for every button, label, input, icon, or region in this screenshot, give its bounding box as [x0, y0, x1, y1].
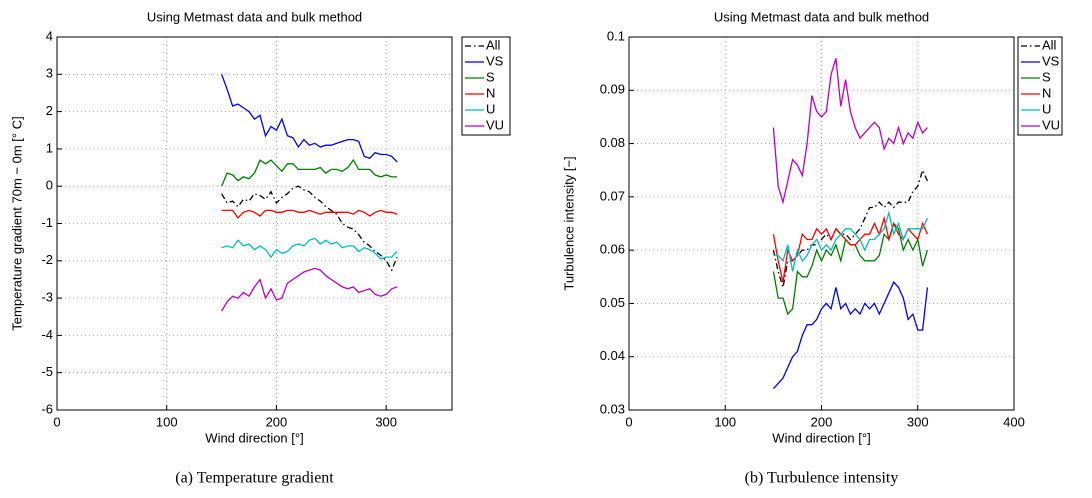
series-line	[772, 280, 929, 390]
y-tick-label: -1	[41, 215, 53, 230]
legend-label: VU	[1042, 117, 1060, 132]
x-axis-label: Wind direction [°]	[772, 430, 870, 445]
y-tick-label: -2	[41, 252, 53, 267]
y-tick-label: 4	[46, 28, 53, 43]
x-tick-label: 300	[907, 414, 929, 429]
legend-label: VU	[486, 117, 504, 132]
legend-label: VS	[486, 53, 504, 68]
chart-title: Using Metmast data and bulk method	[147, 9, 362, 24]
chart-title: Using Metmast data and bulk method	[714, 9, 929, 24]
caption: (a) Temperature gradient	[175, 470, 334, 487]
series-line	[221, 209, 398, 219]
y-tick-label: 0.07	[600, 188, 625, 203]
x-tick-label: 0	[53, 414, 60, 429]
series-line	[773, 210, 928, 272]
series-line	[221, 267, 398, 312]
legend-label: All	[486, 37, 501, 52]
series-line	[220, 74, 398, 163]
legend-label: U	[486, 101, 495, 116]
y-tick-label: 0.09	[600, 82, 625, 97]
x-tick-label: 100	[714, 414, 736, 429]
x-tick-label: 400	[1003, 414, 1025, 429]
y-tick-label: -4	[41, 327, 53, 342]
x-tick-label: 100	[156, 414, 178, 429]
legend-label: VS	[1042, 53, 1060, 68]
y-axis-label: Turbulence intensity [−]	[561, 156, 576, 290]
legend-label: S	[486, 69, 495, 84]
y-tick-label: 0	[46, 178, 53, 193]
caption: (b) Turbulence intensity	[745, 470, 899, 487]
y-tick-label: 0.04	[600, 348, 625, 363]
y-tick-label: 0.06	[600, 242, 625, 257]
x-tick-label: 200	[811, 414, 833, 429]
legend-label: S	[1042, 69, 1051, 84]
legend-label: N	[1042, 85, 1051, 100]
series-line	[772, 58, 928, 205]
legend-label: All	[1042, 37, 1057, 52]
y-tick-label: 3	[46, 66, 53, 81]
plot-frame	[56, 36, 453, 411]
y-tick-label: -6	[41, 401, 53, 416]
legend-box	[461, 36, 511, 136]
series-line	[221, 185, 398, 272]
legend-label: U	[1042, 101, 1051, 116]
series-line	[221, 237, 398, 260]
y-tick-label: -3	[41, 290, 53, 305]
legend-box	[1017, 36, 1063, 136]
series-line	[772, 168, 928, 288]
x-tick-label: 300	[375, 414, 397, 429]
y-tick-label: 2	[46, 103, 53, 118]
y-tick-label: 0.1	[607, 28, 625, 43]
series-line	[221, 158, 398, 187]
y-tick-label: -5	[41, 364, 53, 379]
plot-frame	[628, 36, 1015, 411]
x-tick-label: 0	[625, 414, 632, 429]
x-tick-label: 200	[266, 414, 288, 429]
series-line	[772, 215, 928, 283]
legend-label: N	[486, 85, 495, 100]
y-tick-label: 0.05	[600, 295, 625, 310]
y-tick-label: 0.03	[600, 401, 625, 416]
y-tick-label: 0.08	[600, 135, 625, 150]
y-tick-label: 1	[46, 140, 53, 155]
y-axis-label: Temperature gradient 70m − 0m [° C]	[9, 116, 24, 330]
x-axis-label: Wind direction [°]	[205, 430, 303, 445]
